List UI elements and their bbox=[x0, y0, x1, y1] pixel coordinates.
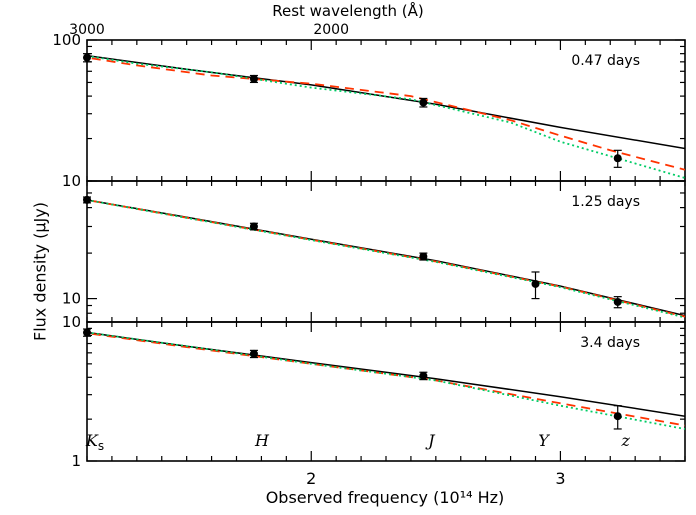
data-point bbox=[83, 195, 91, 204]
data-point bbox=[83, 53, 91, 62]
chart-panel-1: 10 100 0.47 days 3000 2000 bbox=[52, 22, 686, 190]
y-tick-label: 100 bbox=[52, 31, 81, 49]
panel-label: 3.4 days bbox=[580, 335, 640, 351]
band-label-ks: Ks bbox=[85, 431, 104, 453]
band-label-y: Y bbox=[538, 431, 550, 450]
band-label-z: z bbox=[621, 431, 631, 450]
data-point bbox=[613, 154, 622, 163]
data-point bbox=[83, 328, 91, 337]
panel-label: 1.25 days bbox=[571, 194, 640, 210]
model-curve-solid bbox=[87, 199, 685, 317]
model-curve-dotted bbox=[87, 55, 685, 179]
y-axis-label: Flux density (μJy) bbox=[30, 202, 50, 341]
chart-panel-2: 10 1.25 days bbox=[62, 180, 686, 323]
data-point bbox=[249, 74, 258, 83]
data-point bbox=[419, 252, 428, 261]
top-x-tick-label: 3000 bbox=[69, 22, 105, 38]
band-label-subscript: s bbox=[98, 439, 104, 453]
x-axis-label: Observed frequency (10¹⁴ Hz) bbox=[265, 488, 505, 507]
data-point bbox=[249, 349, 258, 358]
x-tick-label: 2 bbox=[306, 469, 316, 488]
model-curve-dotted bbox=[87, 199, 685, 319]
data-point bbox=[613, 412, 622, 421]
data-point bbox=[531, 279, 540, 288]
model-curve-dotted bbox=[87, 331, 685, 430]
model-curve-dashed bbox=[87, 56, 685, 171]
top-axis-label: Rest wavelength (Å) bbox=[272, 2, 424, 20]
x-tick-label: 3 bbox=[555, 469, 565, 488]
data-point bbox=[249, 222, 258, 231]
band-label-h: H bbox=[254, 431, 270, 450]
y-tick-label: 1 bbox=[71, 452, 81, 470]
data-point bbox=[613, 297, 622, 306]
panel-label: 0.47 days bbox=[571, 53, 640, 69]
data-point bbox=[419, 98, 428, 107]
data-point bbox=[419, 371, 428, 380]
top-x-tick-label: 2000 bbox=[313, 22, 349, 38]
model-curve-solid bbox=[87, 331, 685, 417]
model-curve-dashed bbox=[87, 199, 685, 318]
y-tick-label: 10 bbox=[62, 313, 81, 331]
y-tick-label: 10 bbox=[62, 172, 81, 190]
y-tick-label: 10 bbox=[62, 290, 81, 308]
model-curve-solid bbox=[87, 54, 685, 150]
band-label-j: J bbox=[425, 431, 436, 450]
